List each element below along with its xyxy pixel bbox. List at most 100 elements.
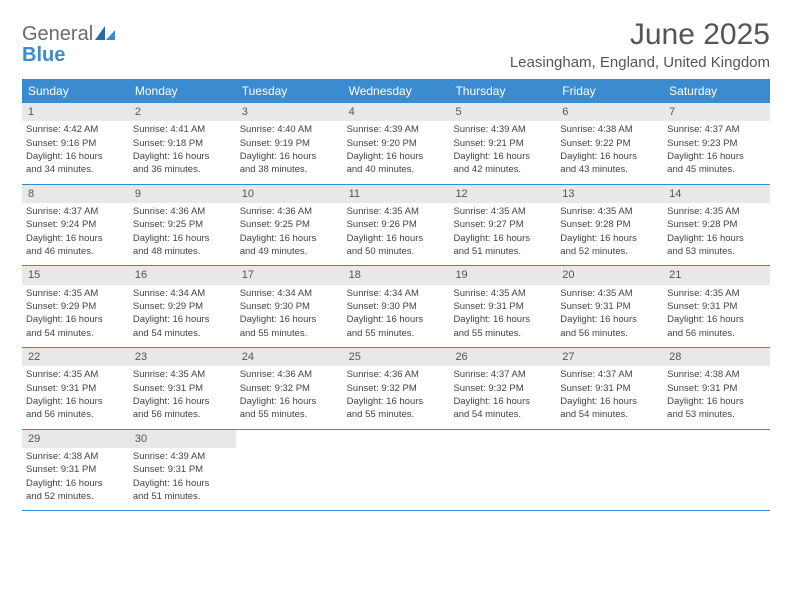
day-cell: 7 Sunrise: 4:37 AM Sunset: 9:23 PMDaylight… <box>663 103 770 184</box>
day-cell: 1 Sunrise: 4:42 AM Sunset: 9:16 PMDaylight… <box>22 103 129 184</box>
logo-sail-icon <box>95 24 117 45</box>
day-daylight2: and 38 minutes. <box>240 164 339 176</box>
day-sunset: Sunset: 9:31 PM <box>133 464 232 476</box>
day-number: 21 <box>663 266 770 284</box>
day-daylight2: and 51 minutes. <box>453 246 552 258</box>
day-header-cell: Thursday <box>449 79 556 103</box>
day-cell: 8Sunrise: 4:37 AMSunset: 9:24 PMDaylight… <box>22 185 129 266</box>
day-daylight1: Daylight: 16 hours <box>240 151 339 163</box>
day-sunrise: Sunrise: 4:37 AM <box>667 124 766 136</box>
day-sunrise: Sunrise: 4:41 AM <box>133 124 232 136</box>
day-daylight2: and 54 minutes. <box>560 409 659 421</box>
day-info: Sunrise: 4:35 AMSunset: 9:31 PMDaylight:… <box>133 369 232 421</box>
week-row: 15Sunrise: 4:35 AMSunset: 9:29 PMDayligh… <box>22 266 770 348</box>
day-daylight2: and 50 minutes. <box>347 246 446 258</box>
day-sunset: Sunset: 9:31 PM <box>133 383 232 395</box>
day-daylight2: and 56 minutes. <box>26 409 125 421</box>
day-daylight1: Daylight: 16 hours <box>560 233 659 245</box>
day-number: 20 <box>556 266 663 284</box>
week-row: 29Sunrise: 4:38 AMSunset: 9:31 PMDayligh… <box>22 430 770 512</box>
day-info: Sunrise: 4:37 AMSunset: 9:32 PMDaylight:… <box>453 369 552 421</box>
day-sunset: Sunset: 9:16 PM <box>26 138 125 150</box>
day-daylight2: and 54 minutes. <box>453 409 552 421</box>
day-cell: 5Sunrise: 4:39 AMSunset: 9:21 PMDaylight… <box>449 103 556 184</box>
day-daylight2: and 42 minutes. <box>453 164 552 176</box>
day-cell: 20 Sunrise: 4:35 AMSunset: 9:31 PMDayligh… <box>556 266 663 347</box>
day-sunrise: Sunrise: 4:39 AM <box>347 124 446 136</box>
day-number: 16 <box>129 266 236 284</box>
day-number: 28 <box>663 348 770 366</box>
day-daylight2: and 55 minutes. <box>240 328 339 340</box>
day-cell: 10Sunrise: 4:36 AMSunset: 9:25 PMDayligh… <box>236 185 343 266</box>
day-cell: 19Sunrise: 4:35 AMSunset: 9:31 PMDayligh… <box>449 266 556 347</box>
day-info: Sunrise: 4:39 AMSunset: 9:21 PMDaylight:… <box>453 124 552 176</box>
day-daylight2: and 55 minutes. <box>240 409 339 421</box>
day-cell: 17Sunrise: 4:34 AMSunset: 9:30 PMDayligh… <box>236 266 343 347</box>
day-daylight2: and 51 minutes. <box>133 491 232 503</box>
day-daylight1: Daylight: 16 hours <box>667 151 766 163</box>
day-sunset: Sunset: 9:26 PM <box>347 219 446 231</box>
day-cell: 22Sunrise: 4:35 AMSunset: 9:31 PMDayligh… <box>22 348 129 429</box>
day-number: 14 <box>663 185 770 203</box>
day-info: Sunrise: 4:35 AMSunset: 9:28 PMDaylight:… <box>560 206 659 258</box>
day-sunrise: Sunrise: 4:35 AM <box>26 369 125 381</box>
day-sunset: Sunset: 9:18 PM <box>133 138 232 150</box>
day-daylight1: Daylight: 16 hours <box>453 396 552 408</box>
day-number: 3 <box>236 103 343 121</box>
day-number: 23 <box>129 348 236 366</box>
day-daylight2: and 36 minutes. <box>133 164 232 176</box>
day-sunset: Sunset: 9:23 PM <box>667 138 766 150</box>
day-daylight2: and 46 minutes. <box>26 246 125 258</box>
day-info: Sunrise: 4:35 AMSunset: 9:31 PMDaylight:… <box>560 288 659 340</box>
day-sunrise: Sunrise: 4:39 AM <box>133 451 232 463</box>
day-cell <box>556 430 663 511</box>
day-sunrise: Sunrise: 4:36 AM <box>347 369 446 381</box>
day-cell: 26Sunrise: 4:37 AMSunset: 9:32 PMDayligh… <box>449 348 556 429</box>
day-info: Sunrise: 4:38 AMSunset: 9:22 PMDaylight:… <box>560 124 659 176</box>
day-sunrise: Sunrise: 4:34 AM <box>347 288 446 300</box>
day-daylight1: Daylight: 16 hours <box>560 314 659 326</box>
day-number: 10 <box>236 185 343 203</box>
day-daylight1: Daylight: 16 hours <box>133 151 232 163</box>
day-daylight1: Daylight: 16 hours <box>347 151 446 163</box>
day-sunrise: Sunrise: 4:42 AM <box>26 124 125 136</box>
day-sunset: Sunset: 9:28 PM <box>560 219 659 231</box>
day-info: Sunrise: 4:35 AMSunset: 9:28 PMDaylight:… <box>667 206 766 258</box>
day-cell: 9Sunrise: 4:36 AMSunset: 9:25 PMDaylight… <box>129 185 236 266</box>
day-daylight1: Daylight: 16 hours <box>133 396 232 408</box>
day-daylight1: Daylight: 16 hours <box>240 233 339 245</box>
day-sunrise: Sunrise: 4:40 AM <box>240 124 339 136</box>
day-daylight1: Daylight: 16 hours <box>26 151 125 163</box>
day-daylight2: and 34 minutes. <box>26 164 125 176</box>
day-sunset: Sunset: 9:31 PM <box>667 301 766 313</box>
day-cell: 30Sunrise: 4:39 AMSunset: 9:31 PMDayligh… <box>129 430 236 511</box>
day-sunset: Sunset: 9:29 PM <box>133 301 232 313</box>
location-text: Leasingham, England, United Kingdom <box>510 54 770 71</box>
day-daylight1: Daylight: 16 hours <box>560 151 659 163</box>
day-header-cell: Monday <box>129 79 236 103</box>
month-title: June 2025 <box>510 18 770 52</box>
day-sunrise: Sunrise: 4:38 AM <box>560 124 659 136</box>
day-info: Sunrise: 4:39 AMSunset: 9:31 PMDaylight:… <box>133 451 232 503</box>
day-cell: 13Sunrise: 4:35 AMSunset: 9:28 PMDayligh… <box>556 185 663 266</box>
day-cell: 2Sunrise: 4:41 AMSunset: 9:18 PMDaylight… <box>129 103 236 184</box>
day-daylight2: and 55 minutes. <box>347 409 446 421</box>
day-sunset: Sunset: 9:31 PM <box>26 383 125 395</box>
day-number: 9 <box>129 185 236 203</box>
day-sunset: Sunset: 9:28 PM <box>667 219 766 231</box>
day-sunset: Sunset: 9:30 PM <box>240 301 339 313</box>
day-sunrise: Sunrise: 4:35 AM <box>453 206 552 218</box>
day-sunset: Sunset: 9:30 PM <box>347 301 446 313</box>
day-cell: 21Sunrise: 4:35 AMSunset: 9:31 PMDayligh… <box>663 266 770 347</box>
day-info: Sunrise: 4:38 AMSunset: 9:31 PMDaylight:… <box>667 369 766 421</box>
day-sunrise: Sunrise: 4:36 AM <box>133 206 232 218</box>
day-sunset: Sunset: 9:31 PM <box>667 383 766 395</box>
logo: General Blue <box>22 24 117 66</box>
day-number: 1 <box>22 103 129 121</box>
day-daylight2: and 52 minutes. <box>26 491 125 503</box>
day-number: 27 <box>556 348 663 366</box>
day-daylight1: Daylight: 16 hours <box>26 396 125 408</box>
day-number: 7 <box>663 103 770 121</box>
day-daylight1: Daylight: 16 hours <box>667 396 766 408</box>
day-cell: 3Sunrise: 4:40 AMSunset: 9:19 PMDaylight… <box>236 103 343 184</box>
